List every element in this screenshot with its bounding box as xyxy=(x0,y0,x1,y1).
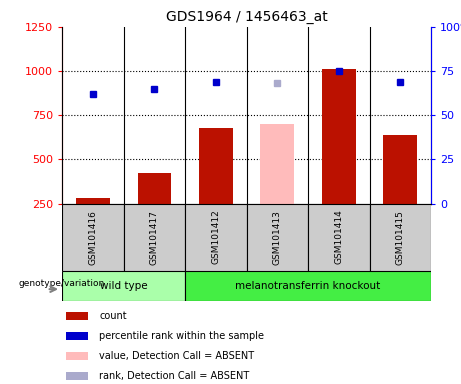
Text: GSM101412: GSM101412 xyxy=(212,210,220,265)
Bar xyxy=(66,372,88,380)
Text: GSM101416: GSM101416 xyxy=(89,210,97,265)
Bar xyxy=(308,204,370,271)
Bar xyxy=(62,204,124,271)
Bar xyxy=(260,124,294,204)
Text: GSM101415: GSM101415 xyxy=(396,210,405,265)
Bar xyxy=(370,204,431,271)
Bar xyxy=(322,69,356,204)
Text: genotype/variation: genotype/variation xyxy=(18,278,105,288)
Text: wild type: wild type xyxy=(100,281,148,291)
Text: value, Detection Call = ABSENT: value, Detection Call = ABSENT xyxy=(99,351,254,361)
Bar xyxy=(384,135,417,204)
Text: percentile rank within the sample: percentile rank within the sample xyxy=(99,331,264,341)
Bar xyxy=(199,127,233,204)
Text: GSM101417: GSM101417 xyxy=(150,210,159,265)
Bar xyxy=(66,352,88,360)
Bar xyxy=(185,204,247,271)
Bar xyxy=(137,174,171,204)
Bar xyxy=(247,204,308,271)
Text: GSM101414: GSM101414 xyxy=(334,210,343,265)
Bar xyxy=(76,198,110,204)
Text: melanotransferrin knockout: melanotransferrin knockout xyxy=(236,281,381,291)
Text: count: count xyxy=(99,311,127,321)
Bar xyxy=(66,332,88,340)
Text: rank, Detection Call = ABSENT: rank, Detection Call = ABSENT xyxy=(99,371,249,381)
Bar xyxy=(124,204,185,271)
Text: GSM101413: GSM101413 xyxy=(273,210,282,265)
Bar xyxy=(185,271,431,301)
Title: GDS1964 / 1456463_at: GDS1964 / 1456463_at xyxy=(166,10,327,25)
Bar xyxy=(62,271,185,301)
Bar xyxy=(66,312,88,320)
